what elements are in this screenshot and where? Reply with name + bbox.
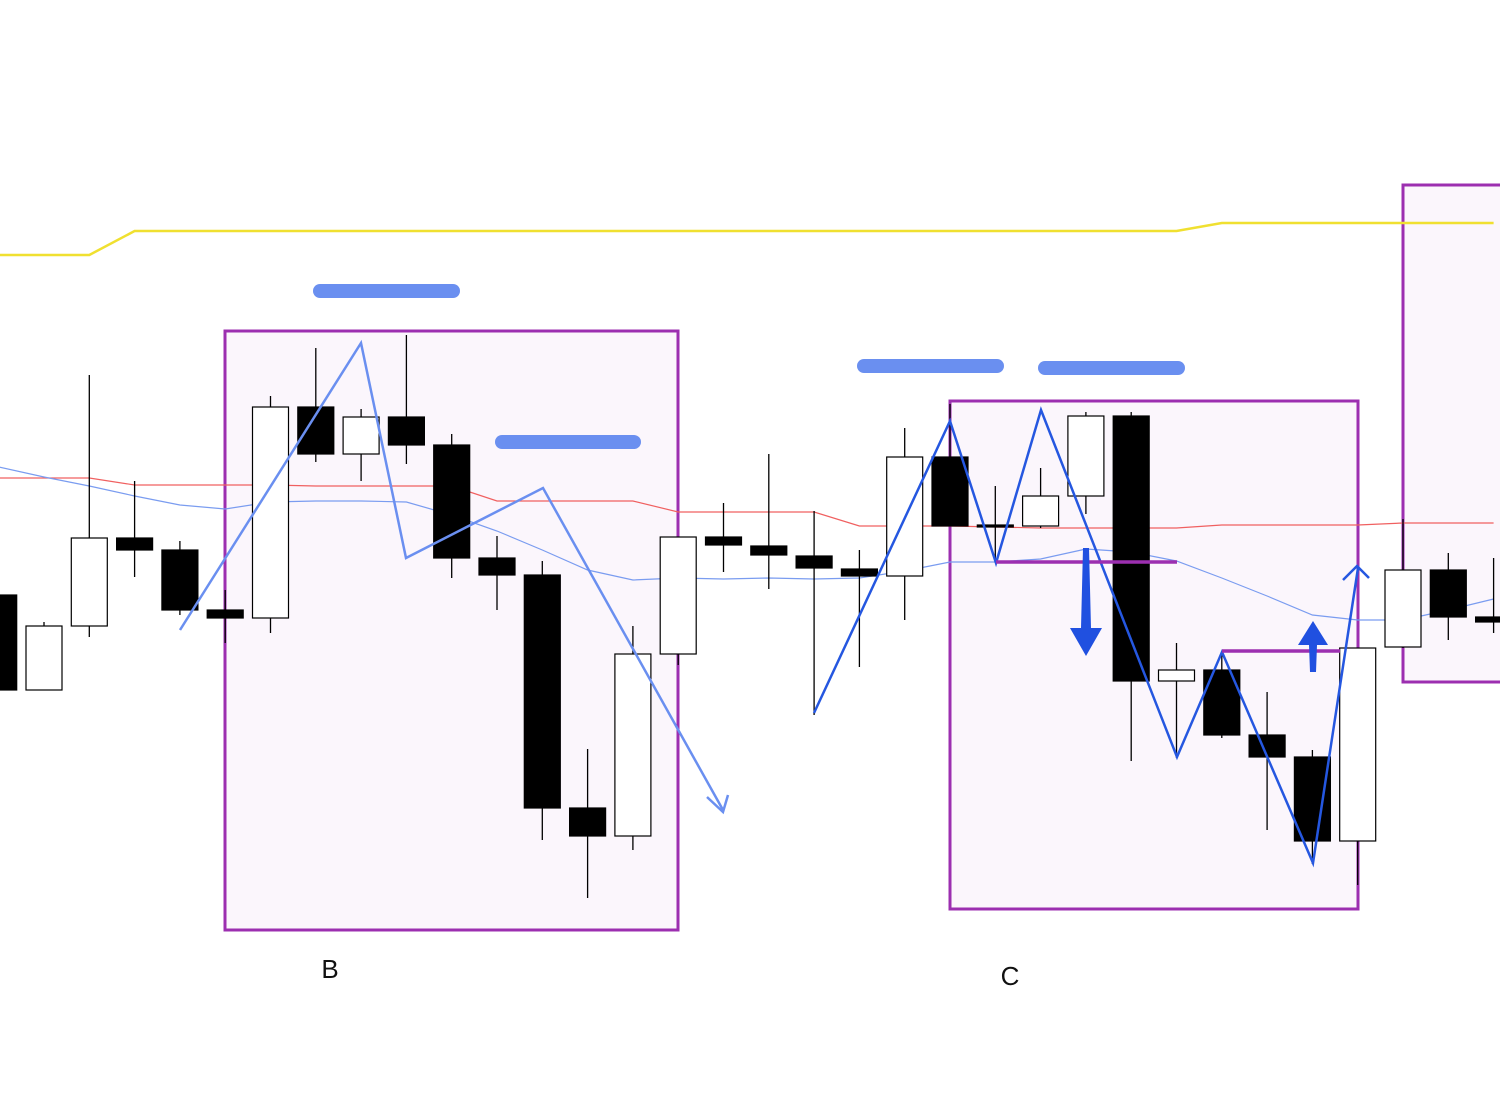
candle-body (523, 574, 561, 809)
candle-body (976, 524, 1014, 528)
candle-body (1339, 647, 1377, 842)
candle-body (70, 537, 108, 627)
up-arrow (1298, 621, 1328, 672)
candle-body (614, 653, 652, 837)
moving-average (0, 221, 1494, 257)
candle-body (931, 456, 969, 527)
resistance-bars (313, 284, 1185, 449)
candle-body (1067, 415, 1105, 497)
candle-body (161, 549, 199, 611)
candle-body (206, 609, 244, 619)
candle-body (1429, 569, 1467, 618)
wave-lines (178, 339, 1370, 868)
candles (0, 335, 1500, 898)
candle-body (1384, 569, 1422, 648)
annotation: C (1001, 961, 1020, 991)
annotation: B (321, 954, 338, 984)
moving-average (0, 466, 1494, 621)
candle-body (25, 625, 63, 691)
candle-body (795, 555, 833, 569)
candle-body (659, 536, 697, 655)
wave-line (178, 339, 725, 811)
candle-body (1157, 669, 1196, 682)
candle-body (1293, 756, 1332, 842)
candle-body (251, 406, 290, 619)
wave-line (812, 406, 1360, 868)
candle-body (478, 557, 516, 576)
wave-arrowhead (706, 794, 730, 815)
candle-body (568, 807, 607, 837)
candle-body (750, 545, 788, 556)
zone-box (223, 329, 680, 932)
moving-average (0, 477, 1494, 529)
candle-body (115, 537, 154, 551)
candle-body (0, 594, 18, 691)
candle-body (433, 444, 471, 559)
candle-body (1474, 616, 1500, 623)
candle-body (387, 416, 425, 446)
candle-body (342, 416, 380, 455)
candle-body (704, 536, 743, 546)
candle-body (840, 568, 879, 577)
down-arrow (1070, 548, 1102, 656)
wave-arrowhead (1342, 564, 1370, 581)
candle-body (1021, 495, 1060, 527)
